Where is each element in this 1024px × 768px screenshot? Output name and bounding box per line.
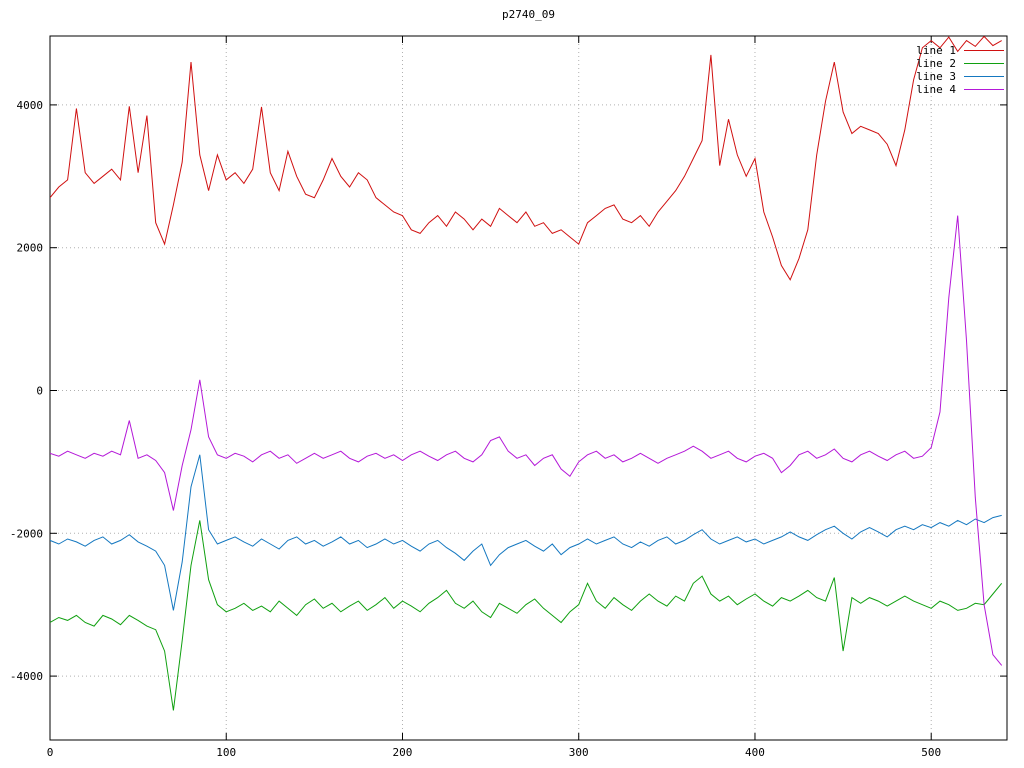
x-tick-label: 300	[569, 746, 589, 759]
legend-sample	[964, 50, 1004, 51]
legend-item: line 2	[916, 57, 1004, 70]
y-tick-label: 4000	[17, 99, 44, 112]
legend-label: line 4	[916, 83, 956, 96]
legend-sample	[964, 89, 1004, 90]
legend: line 1 line 2 line 3 line 4	[916, 44, 1004, 96]
x-tick-label: 400	[745, 746, 765, 759]
series-line-2	[50, 520, 1003, 711]
legend-sample	[964, 63, 1004, 64]
x-tick-label: 200	[393, 746, 413, 759]
y-tick-label: 0	[36, 384, 43, 397]
legend-label: line 1	[916, 44, 956, 57]
legend-item: line 3	[916, 70, 1004, 83]
legend-label: line 3	[916, 70, 956, 83]
series-line-3	[50, 454, 1002, 611]
y-tick-label: -4000	[10, 670, 43, 683]
series-line-1	[50, 36, 1002, 281]
legend-item: line 4	[916, 83, 1004, 96]
x-tick-label: 0	[47, 746, 54, 759]
series-line-4	[50, 215, 1003, 666]
y-tick-label: 2000	[17, 242, 44, 255]
y-tick-label: -2000	[10, 527, 43, 540]
chart-title: p2740_09	[502, 8, 555, 21]
x-tick-label: 100	[216, 746, 236, 759]
legend-sample	[964, 76, 1004, 77]
legend-item: line 1	[916, 44, 1004, 57]
x-tick-label: 500	[921, 746, 941, 759]
legend-label: line 2	[916, 57, 956, 70]
plot-border	[49, 35, 1008, 741]
